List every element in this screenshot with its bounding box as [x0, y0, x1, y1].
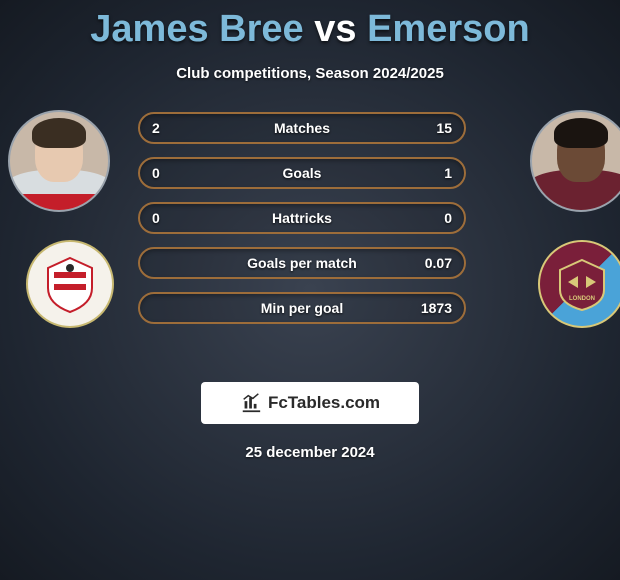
player1-club-badge: [26, 240, 114, 328]
stat-row: 0 Goals 1: [138, 157, 466, 189]
stat-right-value: 1873: [421, 300, 452, 316]
stat-label: Goals per match: [140, 255, 464, 271]
title-player2: Emerson: [367, 8, 530, 50]
stat-label: Min per goal: [140, 300, 464, 316]
stat-row: Goals per match 0.07: [138, 247, 466, 279]
player2-avatar: [530, 110, 620, 212]
player1-hair: [32, 118, 86, 148]
date: 25 december 2024: [0, 444, 620, 461]
comparison-panel: LONDON 2 Matches 15 0 Goals 1 0 Hattrick…: [0, 110, 620, 370]
stat-right-value: 0: [444, 210, 452, 226]
southampton-badge-icon: [40, 254, 100, 314]
westham-badge-icon: LONDON: [552, 254, 612, 314]
stat-row: 0 Hattricks 0: [138, 202, 466, 234]
stat-row: Min per goal 1873: [138, 292, 466, 324]
stat-left-value: 0: [152, 165, 160, 181]
stats-bars: 2 Matches 15 0 Goals 1 0 Hattricks 0 Goa…: [138, 112, 466, 337]
chart-icon: [240, 392, 262, 414]
stat-right-value: 1: [444, 165, 452, 181]
stat-left-value: 0: [152, 210, 160, 226]
player1-avatar: [8, 110, 110, 212]
subtitle: Club competitions, Season 2024/2025: [0, 65, 620, 82]
watermark: FcTables.com: [201, 382, 419, 424]
svg-text:LONDON: LONDON: [569, 296, 595, 302]
player2-club-badge: LONDON: [538, 240, 620, 328]
stat-left-value: 2: [152, 120, 160, 136]
stat-row: 2 Matches 15: [138, 112, 466, 144]
watermark-text: FcTables.com: [268, 393, 380, 413]
player2-hair: [554, 118, 608, 148]
stat-label: Hattricks: [140, 210, 464, 226]
title-vs: vs: [314, 8, 356, 50]
stat-right-value: 15: [436, 120, 452, 136]
stat-label: Goals: [140, 165, 464, 181]
stat-right-value: 0.07: [425, 255, 452, 271]
title-player1: James Bree: [90, 8, 303, 50]
stat-label: Matches: [140, 120, 464, 136]
page-title: James Bree vs Emerson: [0, 0, 620, 51]
